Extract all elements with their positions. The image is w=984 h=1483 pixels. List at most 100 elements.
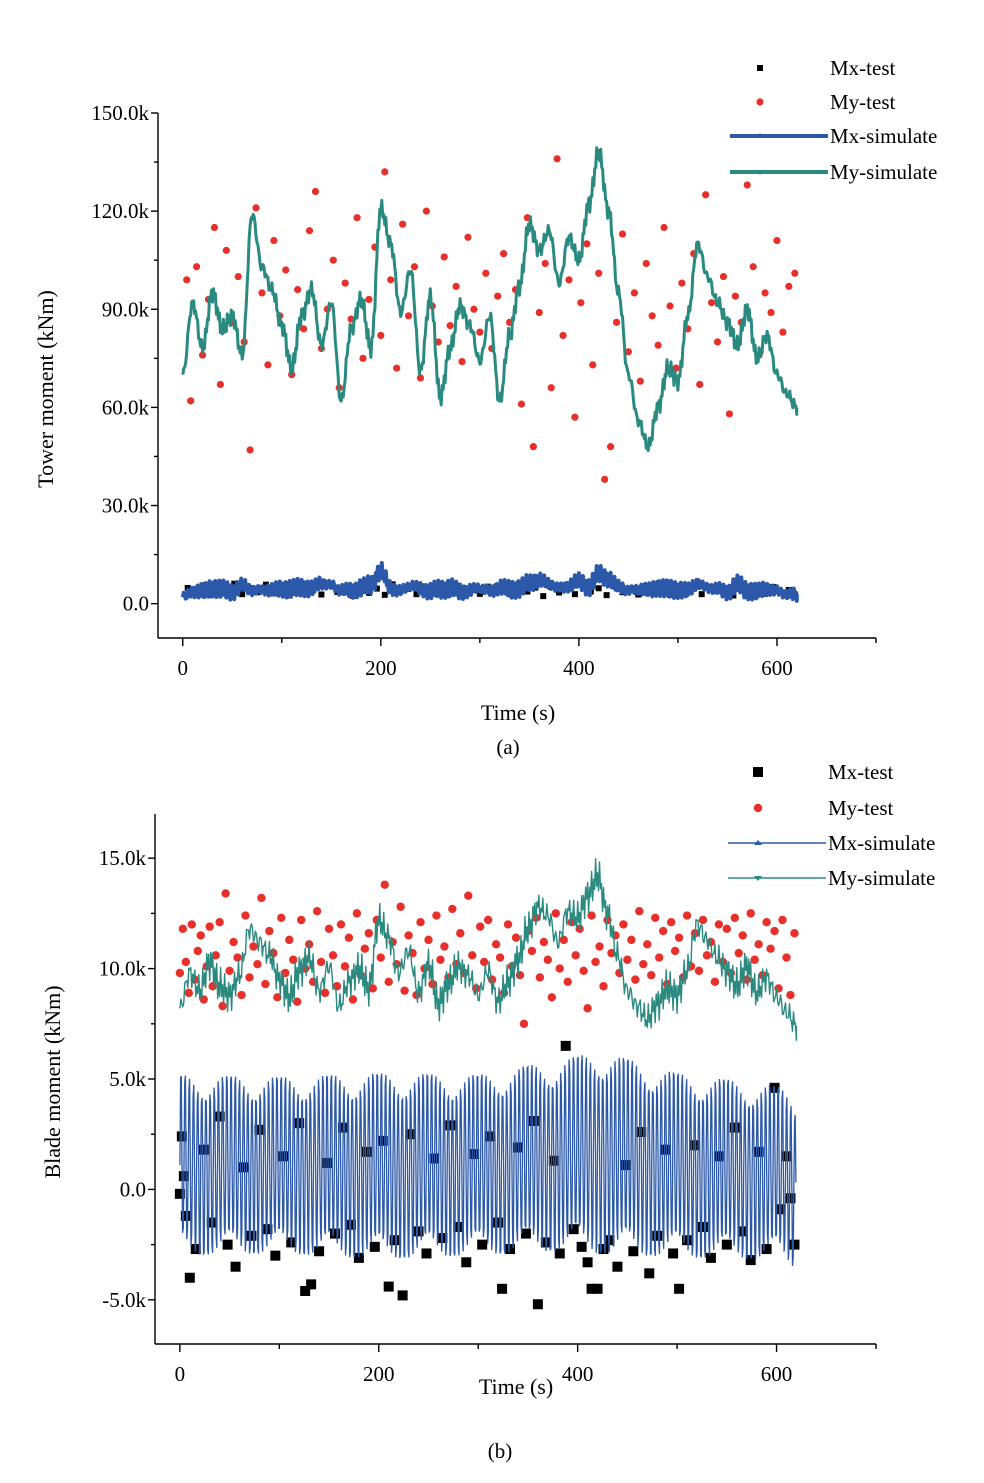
panel-a-xlabel: Time (s) <box>481 700 555 725</box>
mx-test-point <box>222 1239 233 1250</box>
my-test-point <box>517 400 526 408</box>
legend-label: Mx-test <box>830 56 895 80</box>
mx-test-point <box>381 591 388 598</box>
my-test-point <box>482 269 490 277</box>
my-test-point <box>299 325 308 333</box>
mx-test-point <box>174 1188 185 1199</box>
my-test-point <box>396 902 405 911</box>
my-test-point <box>229 937 238 947</box>
y-tick-label: 150.0k <box>91 101 149 125</box>
my-test-point <box>218 1001 227 1011</box>
mx-test-point <box>461 1257 472 1268</box>
mx-test-point <box>322 1157 333 1168</box>
my-test-point <box>595 942 604 951</box>
my-test-point <box>615 968 624 978</box>
my-test-point <box>352 909 362 918</box>
x-tick-label: 600 <box>761 1362 793 1386</box>
my-test-point <box>643 940 652 949</box>
mx-test-point <box>781 1151 792 1162</box>
my-test-point <box>416 918 425 927</box>
my-test-point <box>527 946 537 956</box>
my-test-point <box>577 299 585 307</box>
my-test-point <box>571 951 580 960</box>
my-test-point <box>175 968 185 978</box>
legend-item-my-test: My-test <box>753 796 893 820</box>
mx-test-point <box>586 1283 597 1294</box>
my-test-point <box>458 357 466 366</box>
my-test-point <box>464 233 472 241</box>
mx-test-point <box>246 1230 257 1241</box>
legend-label: My-test <box>830 90 895 114</box>
my-test-point <box>312 906 322 916</box>
my-test-point <box>348 995 358 1004</box>
my-test-point <box>410 263 419 271</box>
my-test-point <box>730 913 739 922</box>
mx-test-point <box>532 1299 543 1310</box>
my-test-point <box>541 259 549 268</box>
y-tick-label: 0.0 <box>120 1177 146 1201</box>
my-test-point <box>270 236 278 245</box>
x-tick-label: 200 <box>365 656 397 680</box>
my-test-point <box>305 227 314 235</box>
my-test-point <box>539 937 549 947</box>
my-test-point <box>627 935 636 945</box>
my-test-point <box>181 957 191 967</box>
panel-b-blade-moment: -5.0k 0.0 5.0k 10.0k 15.0k 0 200 400 600 Time (s… <box>40 760 935 1463</box>
my-test-point <box>678 279 686 287</box>
mx-simulate-line <box>180 561 799 603</box>
my-test-point <box>282 266 290 274</box>
my-test-point <box>551 909 560 918</box>
legend-item-my-simulate: My-simulate <box>730 160 937 184</box>
my-test-point <box>404 312 413 320</box>
my-test-point <box>359 354 367 362</box>
mx-test-point <box>184 1272 195 1283</box>
mx-test-point <box>397 1290 408 1301</box>
mx-test-point <box>413 591 420 598</box>
my-test-point <box>734 948 743 958</box>
legend-marker <box>754 876 762 881</box>
my-test-point <box>655 953 664 962</box>
my-test-point <box>253 959 262 969</box>
legend-item-mx-simulate: Mx-simulate <box>730 124 937 148</box>
my-test-point <box>222 246 230 254</box>
mx-test-point <box>576 1241 587 1252</box>
panel-b-ylabel: Blade moment (kNm) <box>40 985 65 1178</box>
my-test-point <box>519 1019 529 1028</box>
my-test-point <box>571 413 579 421</box>
legend-item-my-test: My-test <box>756 90 895 114</box>
my-test-point <box>511 933 521 942</box>
mx-test-point <box>524 588 531 595</box>
legend-item-my-simulate: My-simulate <box>728 866 935 890</box>
my-test-point <box>422 207 430 215</box>
y-tick-label: 120.0k <box>91 199 149 223</box>
my-test-point <box>328 951 338 960</box>
mx-test-point <box>505 1244 516 1255</box>
my-test-point <box>708 299 716 307</box>
my-test-point <box>749 263 757 271</box>
my-test-point <box>786 990 795 1000</box>
my-test-point <box>559 935 568 945</box>
my-test-point <box>221 889 230 898</box>
mx-test-point <box>383 1281 394 1292</box>
y-tick-label: 90.0k <box>102 297 150 321</box>
my-test-point <box>702 191 710 199</box>
my-test-point <box>583 1004 592 1013</box>
my-test-point <box>193 263 201 271</box>
my-test-point <box>698 915 708 925</box>
mx-test-point <box>445 1120 456 1131</box>
my-test-point <box>666 302 674 310</box>
my-test-point <box>754 940 763 949</box>
mx-test-point <box>682 1235 693 1246</box>
my-test-point <box>296 915 306 925</box>
my-test-point <box>198 351 207 359</box>
legend-label: Mx-simulate <box>828 831 935 855</box>
my-test-point <box>624 348 633 356</box>
y-tick-label: -5.0k <box>102 1288 146 1312</box>
mx-test-point <box>300 1286 311 1296</box>
mx-test-point <box>582 1257 593 1268</box>
my-test-point <box>639 959 648 969</box>
mx-test-point <box>789 1239 800 1250</box>
mx-test-point <box>278 1151 289 1162</box>
my-test-point <box>257 893 266 903</box>
mx-test-point <box>698 591 705 598</box>
